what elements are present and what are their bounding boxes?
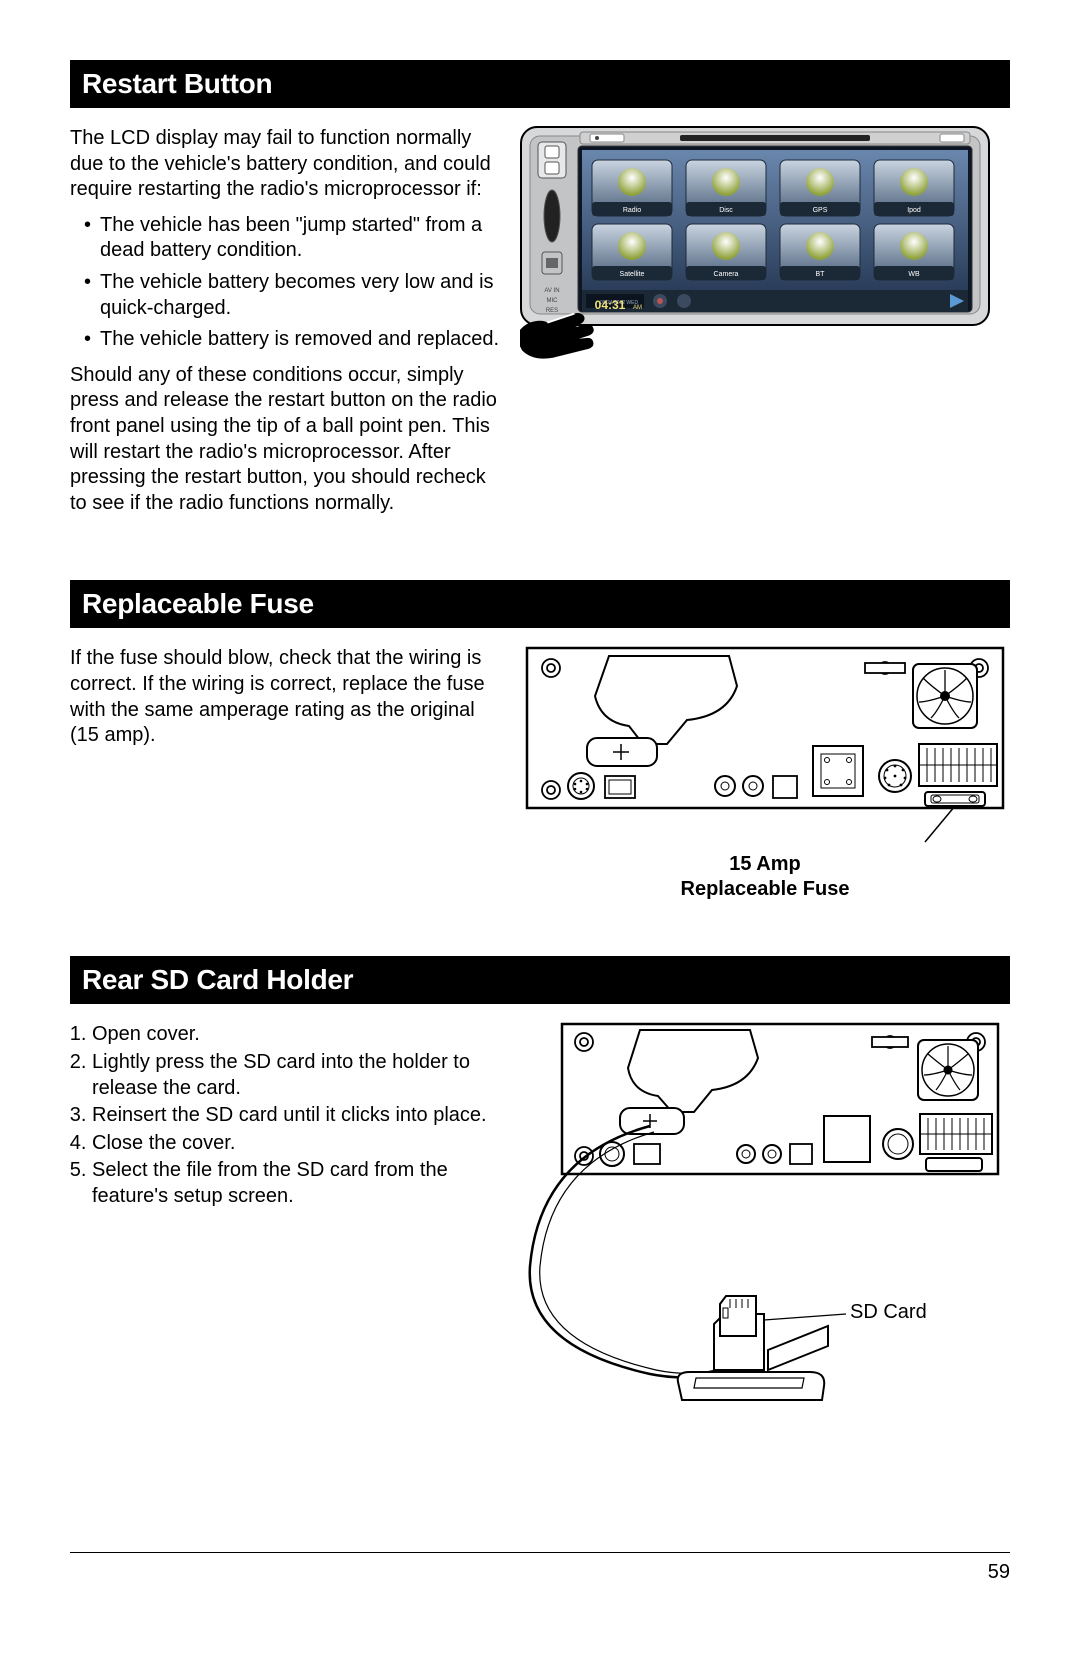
sd-diagram-svg: SD Card [520, 1022, 1000, 1412]
restart-image: AV IN MIC RES [520, 126, 1010, 526]
menu-camera: Camera [714, 271, 739, 278]
restart-bullet: The vehicle has been "jump started" from… [100, 213, 500, 264]
radio-ampm: AM [633, 305, 642, 311]
sd-card-label: SD Card [850, 1301, 927, 1323]
svg-text:RES: RES [546, 308, 558, 314]
menu-ipod: Ipod [907, 207, 921, 214]
sd-heading: Rear SD Card Holder [70, 956, 1010, 1004]
restart-intro: The LCD display may fail to function nor… [70, 126, 500, 203]
fuse-section: Replaceable Fuse If the fuse should blow… [70, 580, 1010, 902]
rear-panel-svg [525, 646, 1005, 846]
sd-step: Lightly press the SD card into the holde… [92, 1050, 500, 1101]
menu-satellite: Satellite [620, 271, 645, 278]
sd-step: Close the cover. [92, 1131, 500, 1157]
menu-disc: Disc [719, 207, 733, 214]
menu-wb: WB [908, 271, 920, 278]
fuse-heading: Replaceable Fuse [70, 580, 1010, 628]
radio-front-svg: AV IN MIC RES [520, 126, 990, 366]
sd-step: Select the file from the SD card from th… [92, 1158, 500, 1209]
restart-text: The LCD display may fail to function nor… [70, 126, 500, 526]
restart-para2: Should any of these conditions occur, si… [70, 363, 500, 517]
menu-radio: Radio [623, 207, 641, 214]
sd-section: Rear SD Card Holder Open cover. Lightly … [70, 956, 1010, 1412]
sd-step: Open cover. [92, 1022, 500, 1048]
fuse-caption: 15 Amp Replaceable Fuse [681, 852, 850, 902]
page-number: 59 [70, 1561, 1010, 1584]
fuse-text: If the fuse should blow, check that the … [70, 646, 500, 902]
fuse-para: If the fuse should blow, check that the … [70, 646, 500, 748]
menu-gps: GPS [813, 207, 828, 214]
restart-section: Restart Button The LCD display may fail … [70, 60, 1010, 526]
footer-rule [70, 1552, 1010, 1553]
fuse-image: 15 Amp Replaceable Fuse [520, 646, 1010, 902]
restart-heading: Restart Button [70, 60, 1010, 108]
restart-bullet: The vehicle battery is removed and repla… [100, 327, 500, 353]
sd-text: Open cover. Lightly press the SD card in… [70, 1022, 500, 1412]
restart-bullet: The vehicle battery becomes very low and… [100, 270, 500, 321]
sd-image: SD Card [520, 1022, 1010, 1412]
svg-text:MIC: MIC [547, 298, 559, 304]
menu-bt: BT [816, 271, 826, 278]
radio-time: 04:31 [595, 298, 626, 312]
svg-text:AV IN: AV IN [544, 288, 559, 294]
sd-step: Reinsert the SD card until it clicks int… [92, 1103, 500, 1129]
